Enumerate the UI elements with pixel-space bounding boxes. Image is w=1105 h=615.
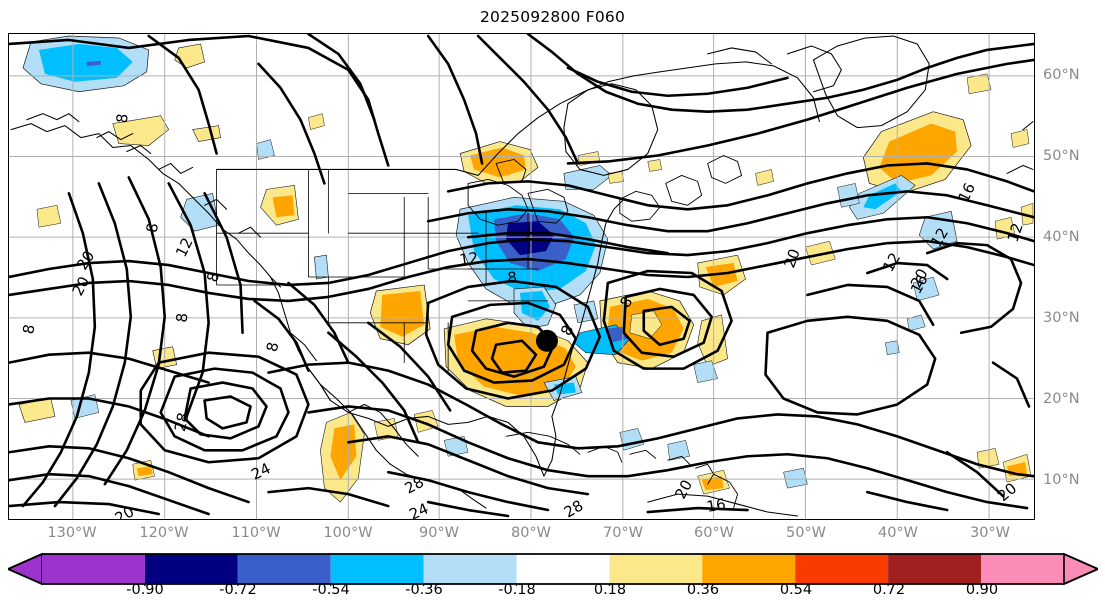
colorbar-seg-7 xyxy=(702,554,796,584)
colorbar-tick-label-5: 0.18 xyxy=(593,582,627,598)
colorbar-tick-label-4: -0.18 xyxy=(498,582,536,598)
colorbar-seg-5 xyxy=(516,554,610,584)
colorbar-seg-6 xyxy=(609,554,703,584)
ytick-60N: 60°N xyxy=(1043,67,1080,83)
contour-label-8: 8 xyxy=(113,113,132,124)
colorbar-seg-9 xyxy=(888,554,981,584)
contour-layer xyxy=(9,34,1034,518)
contour-label-12: 12 xyxy=(458,249,479,269)
shaded-anomaly-layer xyxy=(18,35,1034,503)
colorbar-tick-label-7: 0.54 xyxy=(779,582,813,598)
contour-label-8: 8 xyxy=(173,312,192,323)
colorbar[interactable] xyxy=(8,552,1098,586)
colorbar-seg-4 xyxy=(423,554,517,584)
contour-label-24: 24 xyxy=(248,459,273,483)
contour-label-8: 8 xyxy=(143,222,162,234)
contour-label-24: 24 xyxy=(407,499,432,519)
storm-center-marker[interactable] xyxy=(535,329,558,352)
colorbar-segments xyxy=(42,554,1064,584)
colorbar-tick-label-9: 0.90 xyxy=(965,582,999,598)
xtick-30W: 30°W xyxy=(969,525,1011,541)
xtick-80W: 80°W xyxy=(510,525,552,541)
xtick-100W: 100°W xyxy=(323,525,373,541)
page-title: 2025092800 F060 xyxy=(479,8,626,26)
contour-label-8: 8 xyxy=(507,268,518,287)
contour-label-8: 8 xyxy=(263,340,283,353)
contour-label-28: 28 xyxy=(561,496,586,519)
contour-label-20: 20 xyxy=(780,246,803,270)
contour-label-28: 28 xyxy=(171,411,193,433)
colorbar-tick-label-2: -0.54 xyxy=(312,582,350,598)
xtick-40W: 40°W xyxy=(877,525,919,541)
xtick-50W: 50°W xyxy=(785,525,827,541)
ytick-40N: 40°N xyxy=(1043,229,1080,245)
colorbar-outline xyxy=(8,553,1098,585)
colorbar-seg-10 xyxy=(981,554,1064,584)
colorbar-tick-label-3: -0.36 xyxy=(405,582,443,598)
ytick-10N: 10°N xyxy=(1043,472,1080,488)
contour-label-12: 12 xyxy=(172,235,197,260)
colorbar-under-arrow xyxy=(8,552,43,586)
contour-label-20: 20 xyxy=(68,274,93,299)
contour-label-20: 20 xyxy=(671,477,696,502)
contour-label-12: 12 xyxy=(879,250,904,275)
xtick-110W: 110°W xyxy=(231,525,281,541)
contour-label-12: 12 xyxy=(1004,221,1027,245)
colorbar-seg-8 xyxy=(795,554,889,584)
colorbar-seg-2 xyxy=(237,554,331,584)
map-plot-area[interactable]: 8 8 8 8 8 12 12 12 20 20 8 28 24 28 24 2… xyxy=(8,33,1035,520)
map-canvas: 8 8 8 8 8 12 12 12 20 20 8 28 24 28 24 2… xyxy=(9,34,1034,519)
colorbar-canvas xyxy=(8,552,1098,586)
colorbar-tick-label-0: -0.90 xyxy=(126,582,164,598)
xtick-70W: 70°W xyxy=(602,525,644,541)
colorbar-tick-label-6: 0.36 xyxy=(686,582,720,598)
xtick-130W: 130°W xyxy=(47,525,97,541)
xtick-60W: 60°W xyxy=(693,525,735,541)
ytick-30N: 30°N xyxy=(1043,310,1080,326)
ytick-20N: 20°N xyxy=(1043,391,1080,407)
contour-label-8: 8 xyxy=(19,323,38,335)
colorbar-ticks xyxy=(144,584,982,586)
contour-label-20: 20 xyxy=(994,479,1020,505)
colorbar-tick-label-8: 0.72 xyxy=(872,582,906,598)
ytick-50N: 50°N xyxy=(1043,148,1080,164)
contour-label-20: 20 xyxy=(73,248,98,274)
colorbar-seg-1 xyxy=(144,554,238,584)
colorbar-seg-0 xyxy=(42,554,145,584)
contour-label-16: 16 xyxy=(705,495,727,516)
xtick-120W: 120°W xyxy=(139,525,189,541)
colorbar-seg-3 xyxy=(330,554,424,584)
colorbar-over-arrow xyxy=(1063,552,1098,586)
colorbar-tick-label-1: -0.72 xyxy=(219,582,257,598)
xtick-90W: 90°W xyxy=(418,525,460,541)
